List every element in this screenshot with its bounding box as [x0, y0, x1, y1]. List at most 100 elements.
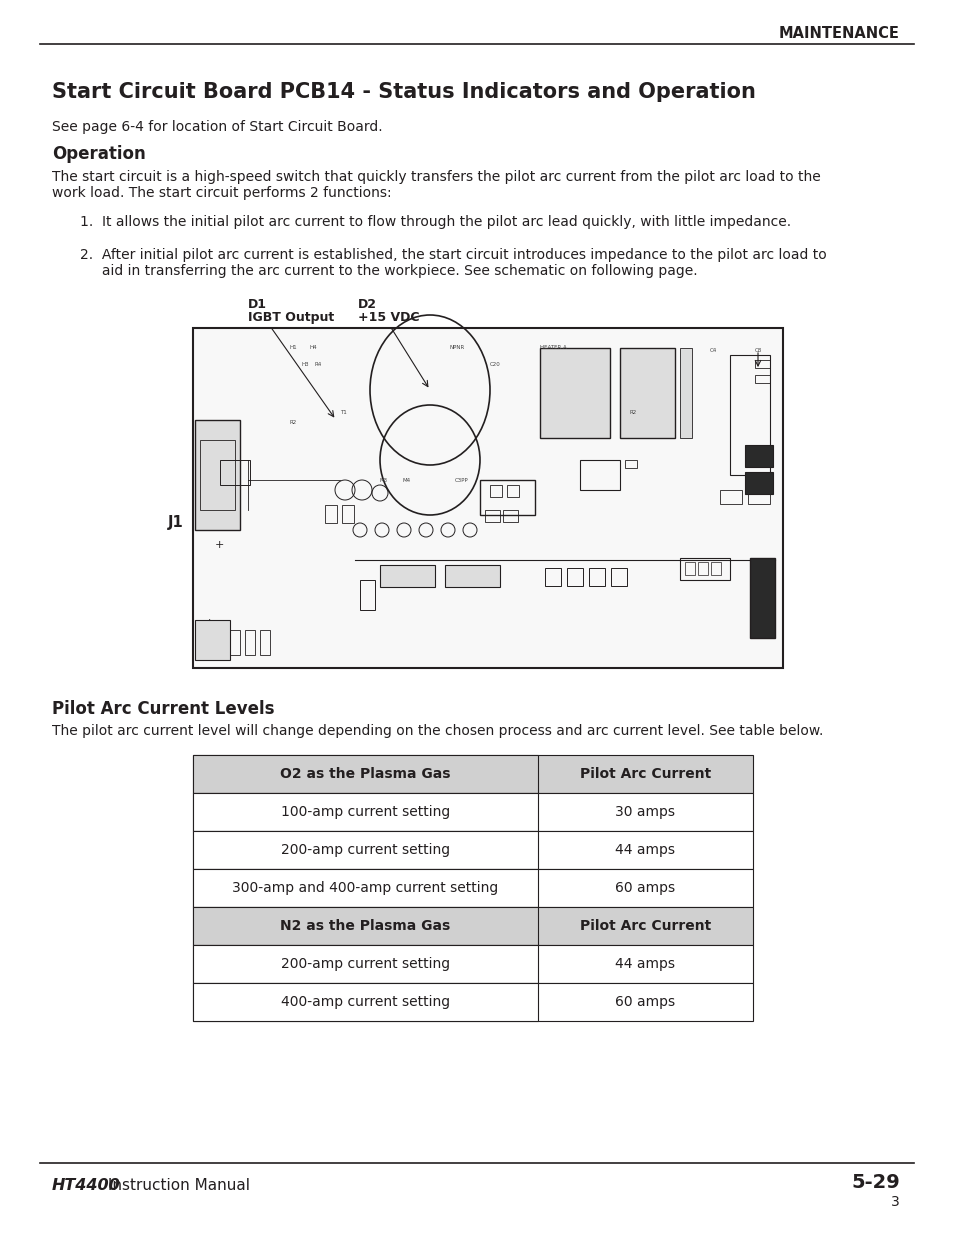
Text: +15 VDC: +15 VDC [357, 311, 419, 324]
Bar [744, 472, 772, 494]
Bar [193, 869, 537, 906]
Bar [747, 490, 769, 504]
Text: Pilot Arc Current Levels: Pilot Arc Current Levels [52, 700, 274, 718]
Text: J1: J1 [168, 515, 184, 530]
Bar [260, 630, 270, 655]
Text: NPNR: NPNR [450, 345, 465, 350]
Bar [194, 420, 240, 530]
Bar [193, 793, 537, 831]
Bar [200, 440, 234, 510]
Text: R4: R4 [314, 362, 322, 367]
Bar [193, 983, 752, 1021]
Bar [194, 620, 230, 659]
Bar [325, 505, 336, 522]
Bar [193, 945, 752, 983]
Bar [193, 831, 537, 869]
Bar [619, 348, 675, 438]
Text: The pilot arc current level will change depending on the chosen process and arc : The pilot arc current level will change … [52, 724, 822, 739]
Bar [359, 580, 375, 610]
Bar [193, 906, 752, 945]
Text: MAINTENANCE: MAINTENANCE [779, 26, 899, 41]
Text: H1: H1 [290, 345, 297, 350]
Text: 200-amp current setting: 200-amp current setting [280, 844, 450, 857]
Bar [193, 906, 537, 945]
Text: 400-amp current setting: 400-amp current setting [280, 995, 450, 1009]
Bar [506, 485, 518, 496]
Text: D1: D1 [248, 298, 267, 311]
Bar [379, 564, 435, 587]
Text: Pilot Arc Current: Pilot Arc Current [579, 919, 710, 932]
Text: work load. The start circuit performs 2 functions:: work load. The start circuit performs 2 … [52, 186, 392, 200]
Text: 3: 3 [890, 1195, 899, 1209]
Text: +: + [214, 540, 224, 550]
Text: Instruction Manual: Instruction Manual [103, 1178, 250, 1193]
Text: 300-amp and 400-amp current setting: 300-amp and 400-amp current setting [233, 881, 498, 895]
Bar [193, 869, 752, 906]
Text: H4: H4 [310, 345, 317, 350]
Text: M4: M4 [402, 478, 411, 483]
Bar [684, 562, 695, 576]
Bar [193, 793, 752, 831]
Text: N2 as the Plasma Gas: N2 as the Plasma Gas [280, 919, 450, 932]
Bar [502, 510, 517, 522]
Text: 60 amps: 60 amps [615, 881, 675, 895]
Bar [193, 329, 782, 668]
Bar [679, 558, 729, 580]
Text: M3: M3 [379, 478, 388, 483]
Bar [479, 480, 535, 515]
Bar [720, 490, 741, 504]
Bar [566, 568, 582, 585]
Bar [341, 505, 354, 522]
Bar [193, 755, 752, 793]
Text: +: + [205, 618, 214, 629]
Text: R2: R2 [629, 410, 637, 415]
Bar [193, 945, 537, 983]
Bar [744, 445, 772, 467]
Text: 1.  It allows the initial pilot arc current to flow through the pilot arc lead q: 1. It allows the initial pilot arc curre… [80, 215, 790, 228]
Bar [490, 485, 501, 496]
Bar [579, 459, 619, 490]
Bar [220, 459, 250, 485]
Bar [679, 348, 691, 438]
Bar [193, 755, 537, 793]
Text: 100-amp current setting: 100-amp current setting [280, 805, 450, 819]
Text: aid in transferring the arc current to the workpiece. See schematic on following: aid in transferring the arc current to t… [80, 264, 697, 278]
Text: 2.  After initial pilot arc current is established, the start circuit introduces: 2. After initial pilot arc current is es… [80, 248, 826, 262]
Text: D2: D2 [357, 298, 376, 311]
Text: H3: H3 [302, 362, 310, 367]
Text: Operation: Operation [52, 144, 146, 163]
Text: Start Circuit Board PCB14 - Status Indicators and Operation: Start Circuit Board PCB14 - Status Indic… [52, 82, 755, 103]
Bar [624, 459, 637, 468]
Text: HT4400: HT4400 [52, 1178, 121, 1193]
Text: HEATER A: HEATER A [539, 345, 566, 350]
Bar [539, 348, 609, 438]
Text: C8: C8 [754, 348, 761, 353]
Bar [588, 568, 604, 585]
Text: 44 amps: 44 amps [615, 957, 675, 971]
Bar [444, 564, 499, 587]
Text: The start circuit is a high-speed switch that quickly transfers the pilot arc cu: The start circuit is a high-speed switch… [52, 170, 820, 184]
Text: O2 as the Plasma Gas: O2 as the Plasma Gas [280, 767, 450, 781]
Text: C20: C20 [490, 362, 500, 367]
Text: Pilot Arc Current: Pilot Arc Current [579, 767, 710, 781]
Bar [749, 558, 774, 638]
Text: T1: T1 [339, 410, 346, 415]
Bar [698, 562, 707, 576]
Bar [729, 354, 769, 475]
Bar [754, 375, 769, 383]
Text: 60 amps: 60 amps [615, 995, 675, 1009]
Text: See page 6-4 for location of Start Circuit Board.: See page 6-4 for location of Start Circu… [52, 120, 382, 135]
Text: 30 amps: 30 amps [615, 805, 675, 819]
Bar [710, 562, 720, 576]
Bar [193, 831, 752, 869]
Bar [544, 568, 560, 585]
Bar [193, 983, 537, 1021]
Text: IGBT Output: IGBT Output [248, 311, 334, 324]
Text: 44 amps: 44 amps [615, 844, 675, 857]
Text: R2: R2 [290, 420, 297, 425]
Bar [245, 630, 254, 655]
Text: C4: C4 [709, 348, 717, 353]
Text: C3PP: C3PP [455, 478, 468, 483]
Text: 5-29: 5-29 [850, 1173, 899, 1192]
Text: 200-amp current setting: 200-amp current setting [280, 957, 450, 971]
